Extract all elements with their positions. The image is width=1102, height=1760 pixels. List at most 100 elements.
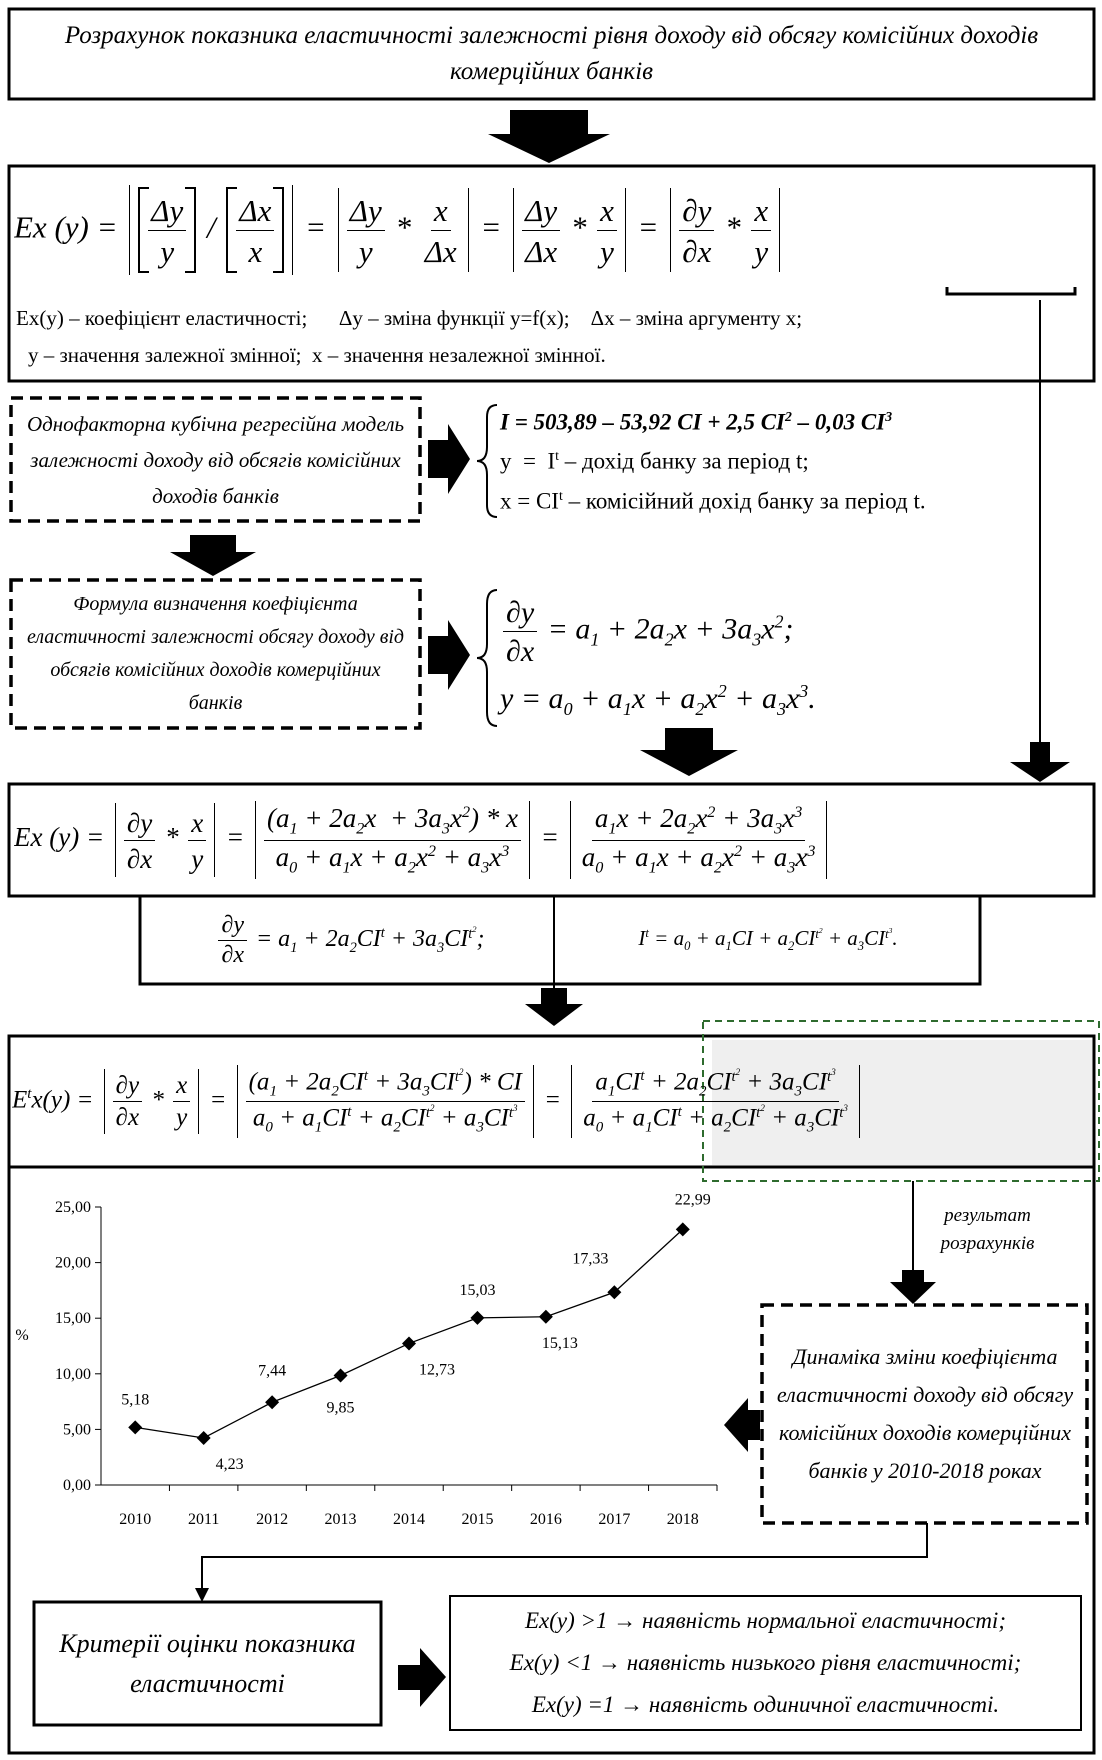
substitution-box xyxy=(138,894,982,986)
absolute-value: Δy y * x Δx xyxy=(337,187,469,273)
formula-row: Δy xyxy=(350,193,382,229)
formula-text: x xyxy=(449,803,462,834)
formula-row: ∂x xyxy=(682,234,711,270)
formula-text: CI xyxy=(400,1104,426,1132)
formula-row: y xyxy=(191,844,203,875)
fraction: Δy Δx xyxy=(522,190,561,271)
highlight-fill xyxy=(712,1040,1094,1165)
superscript: t2 xyxy=(731,1067,740,1085)
formula-text: x + a xyxy=(656,841,714,872)
marker xyxy=(675,1222,690,1237)
formula-text: = xyxy=(534,822,566,853)
formula-text: t xyxy=(756,1105,761,1121)
formula-row: Δy y / Δx x xyxy=(135,186,287,274)
subscript: 3 xyxy=(752,629,762,650)
formula-text: * xyxy=(563,209,595,245)
fraction: ∂y ∂x xyxy=(679,190,715,271)
denominator: ∂x xyxy=(124,841,155,875)
formula-text: t xyxy=(839,1105,844,1121)
formula-text: * xyxy=(387,209,419,245)
formula-text: a xyxy=(252,1104,266,1132)
formula-text: CI xyxy=(652,1104,678,1132)
formula-text: ) * CI xyxy=(463,1068,522,1095)
superscript: 2 xyxy=(707,803,716,822)
marker xyxy=(470,1310,485,1325)
formula-row: ∂x xyxy=(221,942,244,969)
formula-text: Ex (y) = xyxy=(14,822,111,853)
y-tick-label: 5,00 xyxy=(63,1421,91,1438)
formula-text: + a xyxy=(297,841,343,872)
superscript: 2 xyxy=(459,1066,464,1077)
brace xyxy=(476,404,498,518)
x-tick-label: 2010 xyxy=(119,1511,151,1528)
superscript: t2 xyxy=(468,924,476,942)
value-label: 4,23 xyxy=(216,1456,244,1473)
x-tick-label: 2015 xyxy=(461,1511,493,1528)
subscript: 0 xyxy=(684,939,691,954)
formula-text: y xyxy=(191,843,204,874)
formula-text: + a xyxy=(603,1104,646,1132)
fraction: a1x + 2a2x2 + 3a3x3 a0 + a1x + a2x2 + a3x… xyxy=(579,803,819,877)
subscript: 3 xyxy=(787,857,796,876)
formula-text: x xyxy=(176,1072,188,1099)
numerator: (a1 + 2a2x + 3a3x2) * x xyxy=(263,803,522,841)
formula-text: * xyxy=(717,209,749,245)
numerator: Δy xyxy=(148,190,187,231)
formula-text: ∂y xyxy=(115,1072,140,1099)
formula-row: t3 xyxy=(885,926,892,942)
value-label: 7,44 xyxy=(258,1362,286,1379)
formula-text: (a xyxy=(266,803,290,834)
superscript: 2 xyxy=(733,841,743,860)
formula-row: ∂y xyxy=(127,808,152,839)
legend-line: y – значення залежної змінної; x – значе… xyxy=(28,343,606,367)
formula-text: ∂x xyxy=(126,843,153,874)
definition-box xyxy=(7,164,1096,383)
superscript: 3 xyxy=(885,409,893,425)
formula-text: + a xyxy=(764,1104,807,1132)
formula-text: ∂y xyxy=(126,807,153,838)
formula-text: = a xyxy=(249,925,291,952)
superscript: t xyxy=(555,448,559,464)
formula-row: ∂y xyxy=(116,1072,139,1100)
formula-text: x + 2a xyxy=(616,803,688,834)
subscript: 1 xyxy=(289,819,298,838)
superscript: t3 xyxy=(509,1103,518,1121)
formula-text: + a xyxy=(681,1104,724,1132)
x-tick-label: 2014 xyxy=(393,1511,425,1528)
substitution-derivative: ∂y ∂x = a1 + 2a2CIt + 3a3CIt2; xyxy=(150,898,550,982)
superscript: 3 xyxy=(888,925,893,935)
arrow-right xyxy=(428,424,470,494)
marker xyxy=(333,1368,348,1383)
connector xyxy=(201,1523,928,1590)
formula-text: = xyxy=(629,209,667,245)
value-label: 12,73 xyxy=(419,1361,455,1378)
formula-text: t xyxy=(454,1068,460,1085)
formula-text: ∂x xyxy=(221,942,244,969)
superscript: t xyxy=(363,1067,368,1084)
numerator: Δy xyxy=(522,190,561,231)
numerator: a1CIt + 2a2CIt2 + 3a3CIt3 xyxy=(592,1067,839,1102)
marker xyxy=(196,1430,211,1445)
formula-text: x xyxy=(433,192,448,228)
formula-text: CI xyxy=(429,1068,455,1095)
formula-text: ∂y xyxy=(221,911,244,938)
subscript: 2 xyxy=(695,699,705,720)
superscript: t xyxy=(677,1103,682,1120)
formula-text: I = 503,89 – 53,92 CI + 2,5 CI xyxy=(500,409,785,435)
frames xyxy=(7,7,1096,1755)
superscript: 3 xyxy=(794,803,803,822)
criteria-rules: Ex(y) >1 → наявність нормальної еластичн… xyxy=(452,1600,1079,1726)
formula-row: It = a0 + a1CI + a2CIt2 + a3CIt3. xyxy=(638,926,897,954)
subscript: 2 xyxy=(393,1119,401,1136)
system-line: I = 503,89 – 53,92 CI + 2,5 CI2 – 0,03 C… xyxy=(500,408,1095,436)
formula-text: a xyxy=(594,803,609,834)
fraction: ∂y ∂x xyxy=(112,1071,143,1133)
subscript: 1 xyxy=(645,1119,653,1136)
brace xyxy=(476,589,498,727)
subscript: 1 xyxy=(314,1119,323,1136)
denominator: y xyxy=(188,841,206,875)
subscript: 1 xyxy=(590,629,600,650)
formula-text: . xyxy=(892,925,898,950)
